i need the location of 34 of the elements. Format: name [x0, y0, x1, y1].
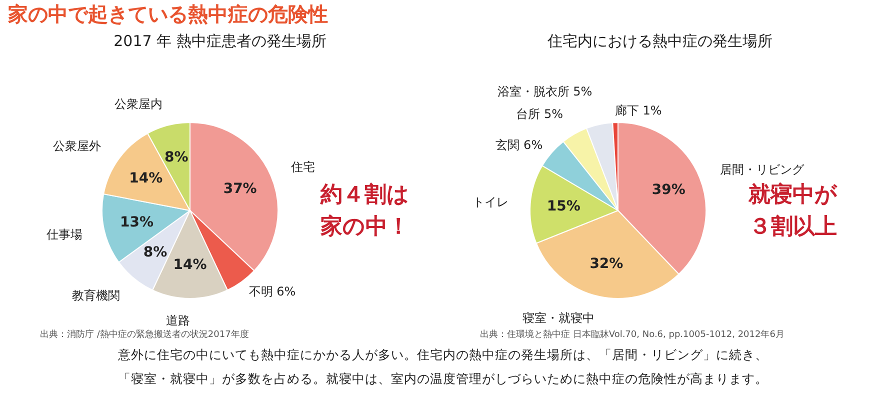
slice-label: 公衆屋内 [114, 96, 163, 111]
text: 「寝室・就寝中」が多数を占める。就寝中は、室内の温度管理がしづらいために熱中症の危険性が高まります。 [118, 371, 768, 386]
source-note: 出典：消防庁 /熱中症の緊急搬送者の状況2017年度 [40, 329, 249, 340]
text: 家の中で起きている熱中症の危険性 [7, 2, 328, 26]
data-label: 15% [546, 198, 580, 214]
text: 約４割は [320, 182, 410, 208]
data-label: 37% [223, 180, 257, 197]
slice-label: 仕事場 [46, 227, 83, 242]
data-label: 13% [120, 214, 154, 230]
slice-label: 道路 [166, 314, 190, 328]
data-label: 8% [143, 244, 168, 261]
chart-title: 2017 年 熱中症患者の発生場所 [114, 32, 326, 50]
slice-label: 浴室・脱衣所 5% [497, 84, 592, 98]
slice-label: 居間・リビング [720, 162, 806, 177]
text: 家の中！ [320, 214, 410, 240]
data-label: 14% [173, 257, 207, 274]
slice-label: 寝室・就寝中 [522, 311, 595, 325]
text: ３割以上 [749, 214, 837, 240]
data-label: 14% [129, 170, 163, 186]
data-label: 32% [590, 256, 624, 272]
slice-label: 不明 6% [248, 284, 296, 298]
text: 意外に住宅の中にいても熱中症にかかる人が多い。住宅内の熱中症の発生場所は、「居間・リビング」に続き、 [117, 347, 768, 362]
slice-label: 台所 5% [516, 107, 563, 122]
chart-title: 住宅内における熱中症の発生場所 [546, 32, 772, 50]
source-note: 出典：住環境と熱中症 日本臨牀Vol.70, No.6, pp.1005-1012, 2012年6月 [480, 329, 784, 340]
slice-label: 玄関 6% [496, 138, 543, 152]
slice-label: 教育機関 [72, 288, 120, 302]
slice-label: 廊下 1% [614, 104, 662, 118]
slice-label: トイレ [472, 195, 508, 210]
data-label: 8% [164, 150, 188, 166]
data-label: 39% [652, 182, 686, 198]
slice-label: 住宅 [290, 160, 315, 174]
text: 就寝中が [748, 182, 838, 208]
slice-label: 公衆屋外 [53, 138, 102, 153]
